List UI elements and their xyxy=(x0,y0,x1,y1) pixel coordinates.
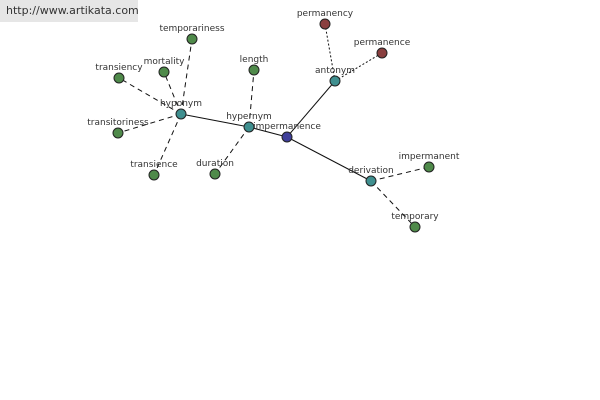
node xyxy=(209,168,221,180)
node xyxy=(409,221,421,233)
node-label: transitoriness xyxy=(87,118,149,128)
node xyxy=(423,161,435,173)
edge xyxy=(248,126,288,138)
edge xyxy=(370,166,430,182)
node xyxy=(319,18,331,30)
node-label: derivation xyxy=(348,166,394,176)
node xyxy=(148,169,160,181)
node-label: impermanent xyxy=(399,152,460,162)
node-label: length xyxy=(240,55,269,65)
edges xyxy=(117,23,430,228)
node-label: permanency xyxy=(297,9,354,19)
node xyxy=(158,66,170,78)
edge xyxy=(180,38,193,115)
edge xyxy=(334,52,383,82)
edge xyxy=(118,77,182,115)
node-label: mortality xyxy=(144,57,186,67)
node xyxy=(112,127,124,139)
edge xyxy=(180,113,250,128)
edge xyxy=(370,180,416,228)
edge xyxy=(153,113,182,176)
node xyxy=(376,47,388,59)
edge xyxy=(214,126,250,175)
node-label: impermanence xyxy=(253,122,321,132)
edge xyxy=(163,71,182,115)
node-label: temporariness xyxy=(159,24,224,34)
edge xyxy=(324,23,336,82)
node-label: hyponym xyxy=(160,99,202,109)
edge xyxy=(286,136,372,182)
node-label: antonym xyxy=(315,66,355,76)
edge xyxy=(286,80,336,138)
node-label: temporary xyxy=(391,212,439,222)
node xyxy=(365,175,377,187)
node xyxy=(186,33,198,45)
node-label: duration xyxy=(196,159,234,169)
node xyxy=(175,108,187,120)
node-label: transiency xyxy=(95,63,143,73)
node-label: hypernym xyxy=(226,112,272,122)
node xyxy=(248,64,260,76)
node xyxy=(243,121,255,133)
node xyxy=(281,131,293,143)
node xyxy=(329,75,341,87)
edge xyxy=(117,113,182,134)
node xyxy=(113,72,125,84)
node-label: transience xyxy=(130,160,178,170)
site-url[interactable]: http://www.artikata.com xyxy=(0,0,139,22)
node-label: permanence xyxy=(354,38,411,48)
edge xyxy=(248,69,255,128)
